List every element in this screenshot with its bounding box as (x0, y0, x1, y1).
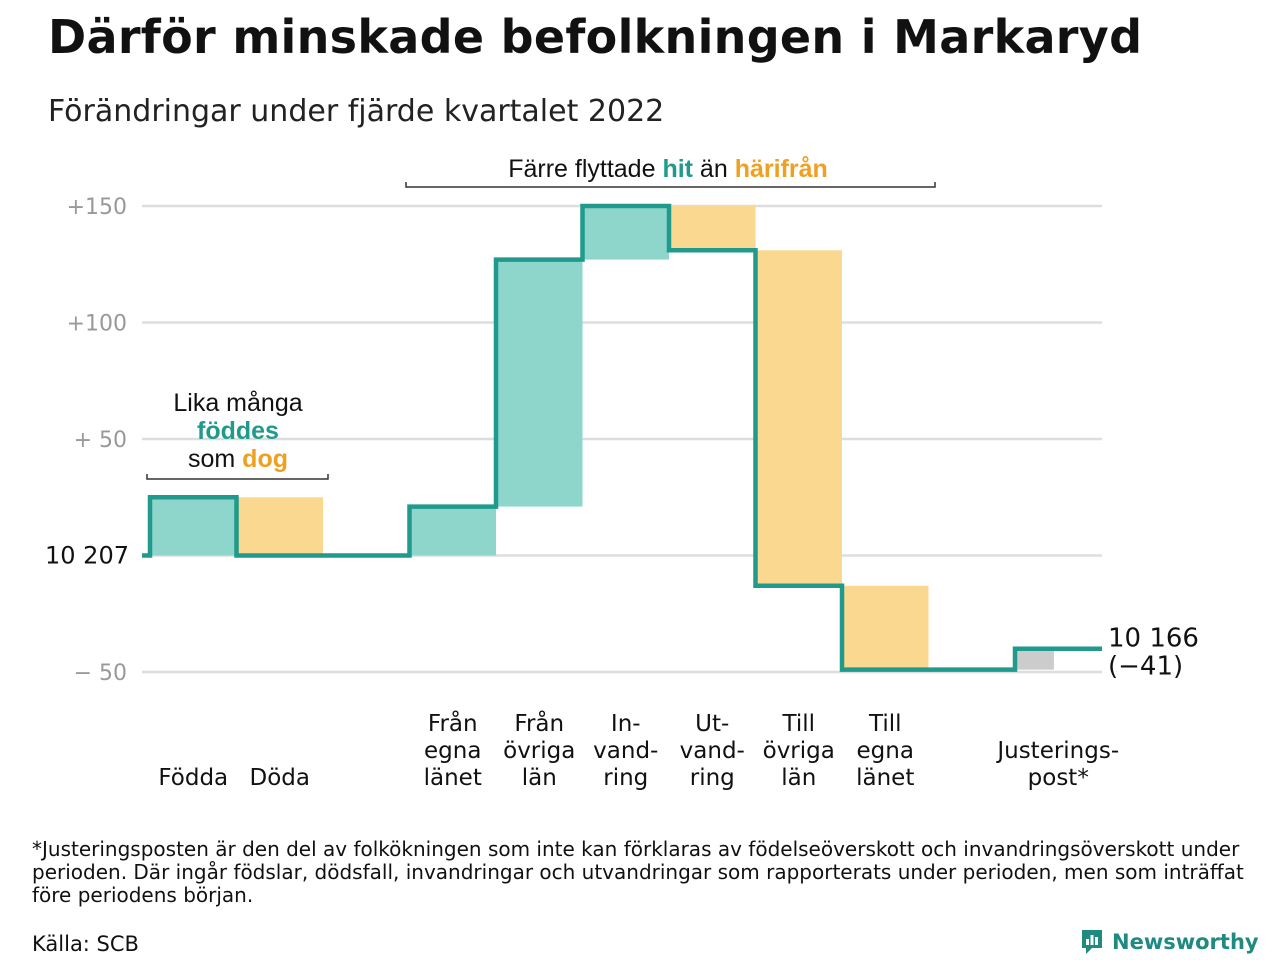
y-tick-label: − 50 (74, 661, 127, 686)
category-label: vand- (680, 738, 745, 764)
category-label: övriga (503, 738, 575, 764)
category-label: egna (857, 738, 914, 764)
end-change-label: (−41) (1108, 652, 1183, 682)
brand-logo: Newsworthy (1080, 928, 1259, 956)
y-tick-label: +100 (67, 312, 127, 337)
category-label: Döda (250, 765, 310, 791)
end-value-label: 10 166 (1108, 624, 1199, 654)
category-label: övriga (763, 738, 835, 764)
category-label: Justerings- (995, 738, 1119, 764)
migration-annotation: Färre flyttade hit än härifrån (508, 155, 828, 183)
y-tick-label: +150 (67, 195, 127, 220)
waterfall-bar (842, 585, 929, 670)
waterfall-bar (1015, 648, 1054, 670)
newsworthy-logo-icon (1082, 930, 1102, 954)
waterfall-bar (236, 497, 323, 556)
chart-subtitle: Förändringar under fjärde kvartalet 2022 (48, 94, 665, 129)
annotation-segment: hit (662, 155, 693, 183)
start-value-label: 10 207 (45, 542, 129, 570)
category-label: länet (856, 765, 914, 791)
waterfall-bar (150, 497, 237, 556)
source-note: Källa: SCB (32, 932, 139, 956)
births-deaths-annotation-line: föddes (197, 417, 279, 445)
category-label: länet (424, 765, 482, 791)
brand-name: Newsworthy (1112, 930, 1259, 954)
category-label: Från (514, 709, 564, 737)
category-label: egna (424, 738, 481, 764)
category-label: län (781, 765, 816, 791)
footnote: *Justeringsposten är den del av folkökni… (32, 837, 1244, 907)
annotation-segment: Lika många (173, 389, 302, 417)
waterfall-bar (496, 259, 583, 507)
waterfall-bar (755, 250, 842, 586)
cumulative-step-line (142, 203, 1102, 672)
annotation-segment: föddes (197, 417, 279, 445)
births-deaths-bracket (146, 474, 329, 480)
annotation-segment: som (188, 445, 242, 473)
annotation-segment: härifrån (735, 155, 828, 183)
annotation-segment: dog (242, 445, 288, 473)
category-label: Ut- (695, 711, 729, 737)
annotation-segment: än (693, 155, 735, 183)
waterfall-bar (669, 206, 756, 251)
category-label: Till (868, 711, 902, 737)
category-label: Födda (158, 765, 228, 791)
category-label: Till (781, 711, 815, 737)
category-label: Från (428, 709, 478, 737)
births-deaths-annotation-line: som dog (188, 445, 288, 473)
category-label: ring (603, 765, 648, 791)
migration-bracket (405, 182, 936, 188)
category-label: vand- (593, 738, 658, 764)
chart-title: Därför minskade befolkningen i Markaryd (48, 10, 1143, 64)
waterfall-chart: +150 +100 + 50 − 50 10 207 10 166(−41) Födda Dö… (45, 155, 1199, 791)
births-deaths-annotation-line: Lika många (173, 389, 302, 417)
category-label: län (522, 765, 557, 791)
waterfall-bar (409, 506, 496, 556)
category-label: post* (1028, 765, 1089, 791)
category-label: ring (690, 765, 735, 791)
category-label: In- (611, 711, 641, 737)
y-tick-label: + 50 (74, 428, 127, 453)
annotation-segment: Färre flyttade (508, 155, 662, 183)
waterfall-bar (582, 206, 669, 260)
